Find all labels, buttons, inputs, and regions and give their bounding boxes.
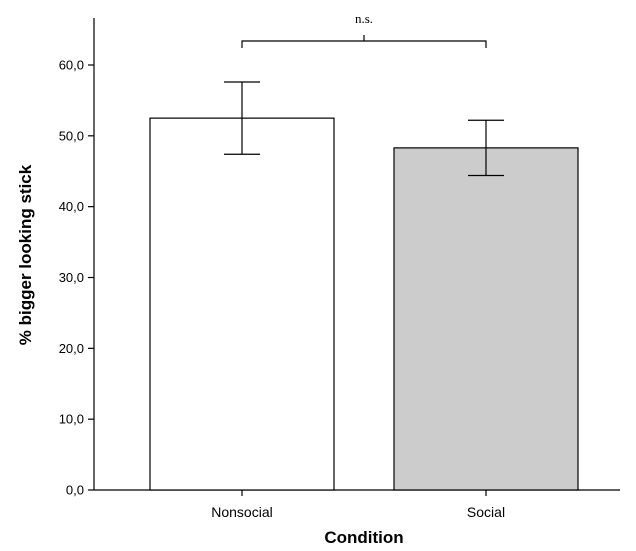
x-axis: Nonsocial Social — [94, 489, 620, 520]
x-tick-label: Nonsocial — [211, 504, 272, 520]
y-tick-label: 30,0 — [59, 270, 84, 285]
x-tick-label: Social — [467, 504, 505, 520]
significance-bracket-line — [241, 35, 487, 48]
y-tick-label: 40,0 — [59, 199, 84, 214]
error-bars — [224, 81, 504, 177]
bar-nonsocial — [149, 117, 335, 491]
x-axis-title: Condition — [324, 528, 403, 547]
significance-label: n.s. — [355, 11, 373, 26]
y-tick-label: 20,0 — [59, 341, 84, 356]
bar-social — [393, 147, 579, 491]
y-tick-label: 10,0 — [59, 412, 84, 427]
y-tick-label: 60,0 — [59, 58, 84, 73]
y-axis: 0,0 10,0 20,0 30,0 40,0 50,0 60,0 — [59, 18, 95, 498]
y-tick-label: 50,0 — [59, 128, 84, 143]
bars — [149, 117, 579, 491]
y-tick-label: 0,0 — [66, 483, 84, 498]
significance-bracket: n.s. — [241, 11, 487, 48]
y-axis-title: % bigger looking stick — [16, 164, 35, 345]
